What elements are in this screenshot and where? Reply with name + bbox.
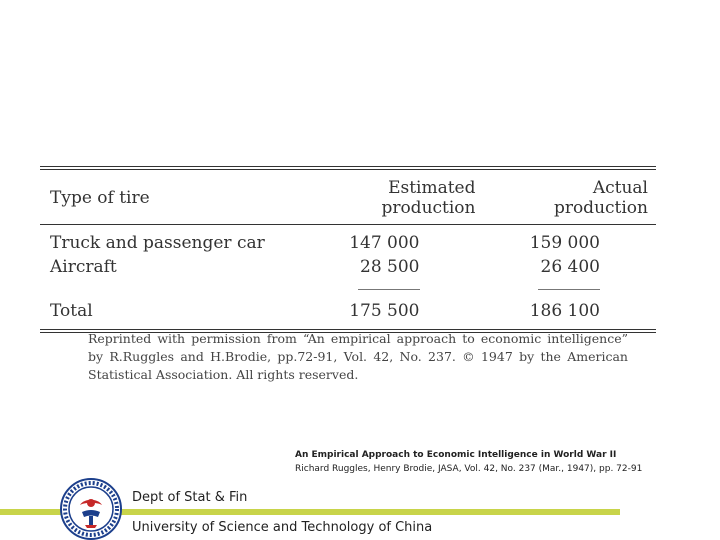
table-row: Truck and passenger car 147 000 159 000	[40, 225, 656, 255]
row-actual: 26 400	[540, 257, 600, 277]
total-estimated: 175 500	[349, 301, 420, 321]
subtotal-dash	[357, 289, 420, 290]
total-row: Total 175 500 186 100	[40, 299, 656, 329]
production-table-block: Type of tire Estimated production Actual…	[40, 166, 656, 333]
header-actual: Actual production	[553, 178, 648, 218]
tire-production-table: Type of tire Estimated production Actual…	[40, 170, 656, 329]
citation-authors: Richard Ruggles, Henry Brodie, JASA, Vol…	[295, 464, 643, 474]
table-header-row: Type of tire Estimated production Actual…	[40, 170, 656, 224]
department-name: Dept of Stat & Fin	[132, 490, 248, 505]
permission-note: Reprinted with permission from “An empir…	[88, 331, 628, 382]
total-actual: 186 100	[529, 301, 600, 321]
row-estimated: 28 500	[360, 257, 420, 277]
citation: An Empirical Approach to Economic Intell…	[295, 448, 642, 476]
row-type: Aircraft	[50, 257, 117, 277]
subtotal-dash-row	[40, 279, 656, 299]
subtotal-dash	[538, 289, 600, 290]
citation-title: An Empirical Approach to Economic Intell…	[295, 450, 617, 460]
table-bottom-rule	[40, 329, 656, 333]
row-actual: 159 000	[529, 233, 600, 253]
header-rule	[40, 224, 656, 225]
row-type: Truck and passenger car	[50, 233, 265, 253]
table-row: Aircraft 28 500 26 400	[40, 255, 656, 279]
table-top-rule	[40, 166, 656, 170]
university-seal-icon	[60, 478, 122, 540]
footer-accent-line	[0, 509, 620, 515]
row-estimated: 147 000	[349, 233, 420, 253]
total-label: Total	[50, 301, 93, 321]
university-name: University of Science and Technology of …	[132, 520, 433, 535]
header-estimated: Estimated production	[381, 178, 476, 218]
header-type: Type of tire	[50, 188, 150, 208]
